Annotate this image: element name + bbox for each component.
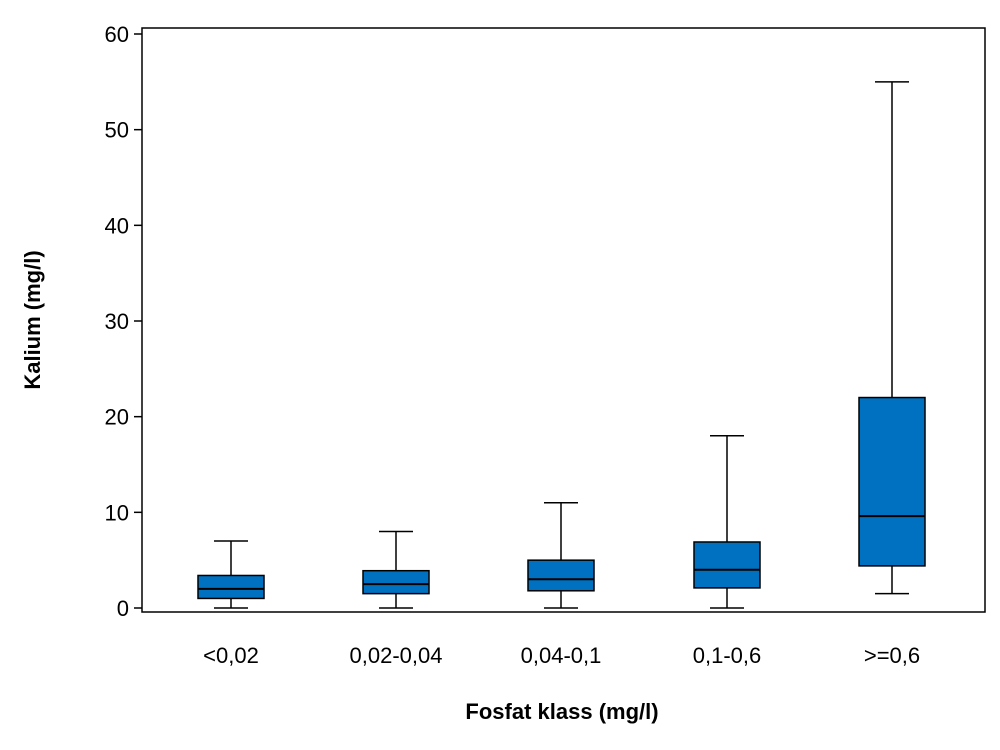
y-tick-label: 10 (105, 500, 129, 525)
box-item (197, 540, 265, 609)
y-tick-label: 50 (105, 118, 129, 143)
y-tick-label: 40 (105, 213, 129, 238)
iqr-box (362, 569, 430, 595)
box-series (197, 81, 926, 609)
x-axis-title: Fosfat klass (mg/l) (465, 699, 658, 724)
plot-area-frame (141, 27, 986, 613)
y-tick-label: 60 (105, 22, 129, 47)
y-tick-label: 0 (117, 596, 129, 621)
x-tick-label: 0,1-0,6 (693, 643, 762, 668)
x-tick-label: <0,02 (203, 643, 259, 668)
x-tick-label: 0,04-0,1 (521, 643, 602, 668)
box-item (693, 435, 761, 609)
iqr-box (693, 541, 761, 589)
y-axis-title: Kalium (mg/l) (20, 250, 45, 389)
x-tick-label: >=0,6 (864, 643, 920, 668)
y-tick-label: 30 (105, 309, 129, 334)
iqr-box (527, 559, 595, 592)
iqr-box (858, 396, 926, 567)
box-item (858, 81, 926, 595)
x-tick-label: 0,02-0,04 (350, 643, 443, 668)
iqr-box (197, 574, 265, 600)
y-tick-label: 20 (105, 405, 129, 430)
y-axis: 0 10 20 30 40 50 60 (105, 22, 142, 621)
box-item (527, 502, 595, 609)
x-axis: <0,02 0,02-0,04 0,04-0,1 0,1-0,6 >=0,6 (203, 643, 920, 668)
box-item (362, 530, 430, 609)
